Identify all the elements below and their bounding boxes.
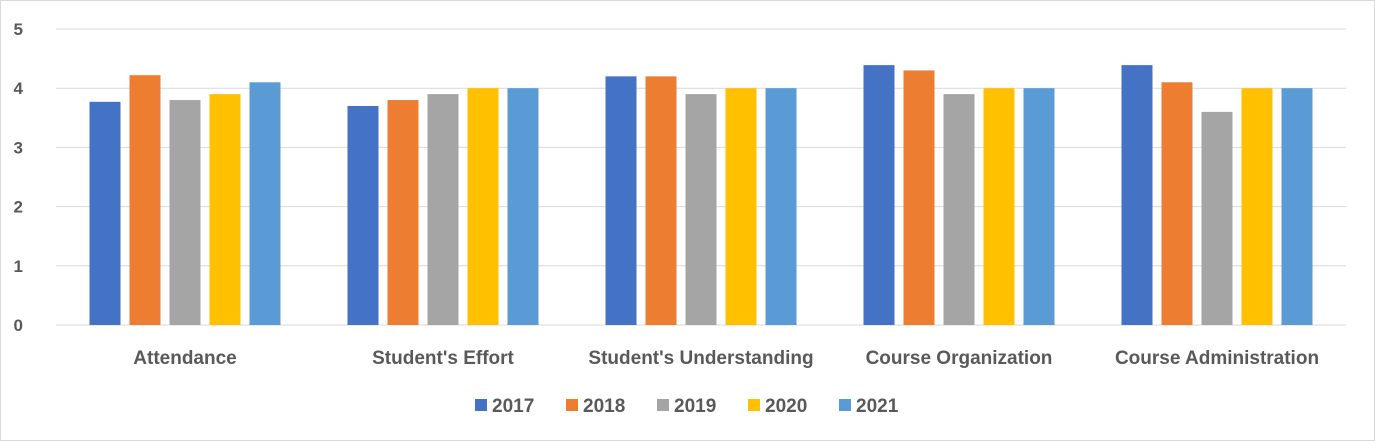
bar-2018	[645, 76, 677, 325]
bar-2018	[387, 100, 419, 325]
legend-swatch-2021	[839, 399, 851, 411]
bar-2020	[725, 88, 757, 325]
bar-2017	[1121, 65, 1153, 325]
bar-2019	[169, 100, 201, 325]
legend-label: 2021	[856, 396, 899, 417]
legend: 2017 2018 2019 2020 2021	[475, 396, 899, 417]
legend-swatch-2020	[748, 399, 760, 411]
legend-swatch-2017	[475, 399, 487, 411]
y-tick-label: 3	[14, 138, 23, 157]
legend-label: 2017	[492, 396, 534, 417]
bar-2019	[943, 94, 975, 326]
bar-2021	[765, 88, 797, 325]
bar-2020	[209, 94, 241, 326]
bar-2019	[685, 94, 717, 326]
y-tick-label: 5	[14, 20, 23, 39]
bar-2021	[507, 88, 539, 325]
y-tick-label: 0	[14, 316, 23, 335]
bar-2018	[903, 70, 935, 325]
bar-2020	[1241, 88, 1273, 325]
y-tick-label: 4	[14, 79, 24, 98]
bar-2019	[427, 94, 459, 326]
y-axis-tick-labels: 0 1 2 3 4 5	[14, 20, 24, 335]
legend-swatch-2018	[566, 399, 578, 411]
bar-2020	[467, 88, 499, 325]
category-label: Student's Effort	[372, 348, 514, 369]
legend-label: 2019	[674, 396, 716, 417]
category-label: Attendance	[133, 348, 236, 369]
bar-2021	[1281, 88, 1313, 325]
bar-2021	[249, 82, 281, 325]
bar-2019	[1201, 111, 1233, 325]
legend-swatch-2019	[657, 399, 669, 411]
bar-2021	[1023, 88, 1055, 325]
y-tick-label: 2	[14, 198, 23, 217]
legend-label: 2020	[765, 396, 807, 417]
bar-2017	[863, 65, 895, 325]
bar-2017	[347, 105, 379, 326]
y-tick-label: 1	[14, 257, 23, 276]
bar-2018	[129, 75, 161, 326]
legend-label: 2018	[583, 396, 625, 417]
bar-2017	[89, 101, 121, 325]
category-label: Course Organization	[866, 348, 1053, 369]
bars	[89, 65, 1313, 326]
bar-2018	[1161, 82, 1193, 325]
category-label: Course Administration	[1115, 348, 1319, 369]
bar-2017	[605, 76, 637, 325]
bar-2020	[983, 88, 1015, 325]
category-label: Student's Understanding	[588, 348, 813, 369]
category-labels: Attendance Student's Effort Student's Unde…	[133, 348, 1319, 369]
